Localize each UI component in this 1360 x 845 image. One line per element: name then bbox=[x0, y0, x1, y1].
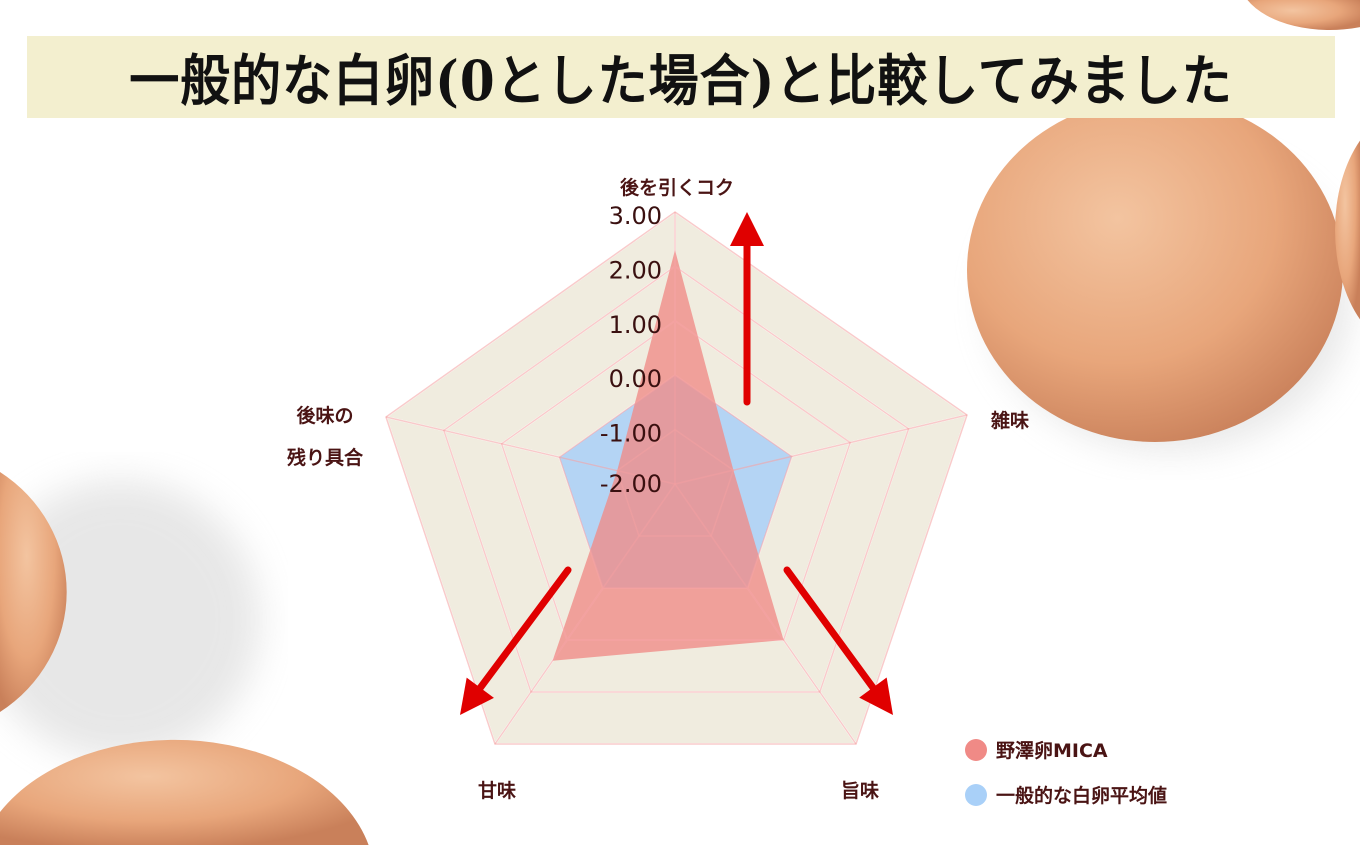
page-title: 一般的な白卵(0とした場合)と比較してみました bbox=[129, 48, 1233, 114]
arrow-shaft bbox=[476, 566, 572, 692]
title-banner: 一般的な白卵(0とした場合)と比較してみました bbox=[27, 36, 1335, 118]
arrow-head bbox=[730, 212, 764, 246]
arrow-shaft bbox=[783, 566, 877, 692]
axis-label: 後味の bbox=[296, 404, 353, 427]
egg-image bbox=[1247, 0, 1360, 30]
axis-label: 後を引くコク bbox=[620, 176, 734, 199]
legend-swatch bbox=[965, 784, 987, 806]
egg-image bbox=[0, 472, 67, 712]
axis-label: 甘味 bbox=[478, 780, 516, 802]
legend: 野澤卵MICA 一般的な白卵平均値 bbox=[965, 739, 1167, 807]
axis-label: 雑味 bbox=[990, 409, 1029, 432]
tick-label: 1.00 bbox=[609, 311, 662, 339]
legend-label: 野澤卵MICA bbox=[996, 739, 1108, 762]
egg-image bbox=[967, 98, 1343, 442]
grid-ring-overlay bbox=[616, 428, 735, 537]
tick-label: -2.00 bbox=[600, 470, 662, 498]
grid-overlay bbox=[385, 211, 968, 745]
grid-ring-overlay bbox=[558, 374, 793, 589]
egg-shadow bbox=[0, 480, 260, 760]
legend-swatch bbox=[965, 739, 987, 761]
egg-image bbox=[0, 739, 369, 845]
tick-labels: 3.00 2.00 1.00 0.00 -1.00 -2.00 bbox=[600, 202, 662, 498]
egg-image bbox=[1335, 140, 1360, 320]
arrow-head bbox=[460, 677, 494, 715]
axis-label: 旨味 bbox=[841, 780, 879, 802]
tick-label: 0.00 bbox=[609, 365, 662, 393]
tick-label: 2.00 bbox=[609, 256, 662, 284]
tick-label: -1.00 bbox=[600, 420, 662, 448]
tick-label: 3.00 bbox=[609, 202, 662, 230]
grid-ring-overlay bbox=[500, 319, 852, 641]
legend-label: 一般的な白卵平均値 bbox=[996, 784, 1167, 807]
grid-ring-overlay bbox=[442, 265, 910, 693]
grid-ring-overlay bbox=[385, 211, 968, 745]
axis-label: 残り具合 bbox=[287, 446, 364, 469]
arrows bbox=[460, 212, 893, 715]
grid-spoke-overlay bbox=[494, 483, 676, 745]
grid-spoke-overlay bbox=[674, 483, 857, 745]
grid-spoke-overlay bbox=[674, 414, 968, 485]
grid-spoke-overlay bbox=[385, 416, 676, 485]
arrow-head bbox=[859, 677, 893, 715]
